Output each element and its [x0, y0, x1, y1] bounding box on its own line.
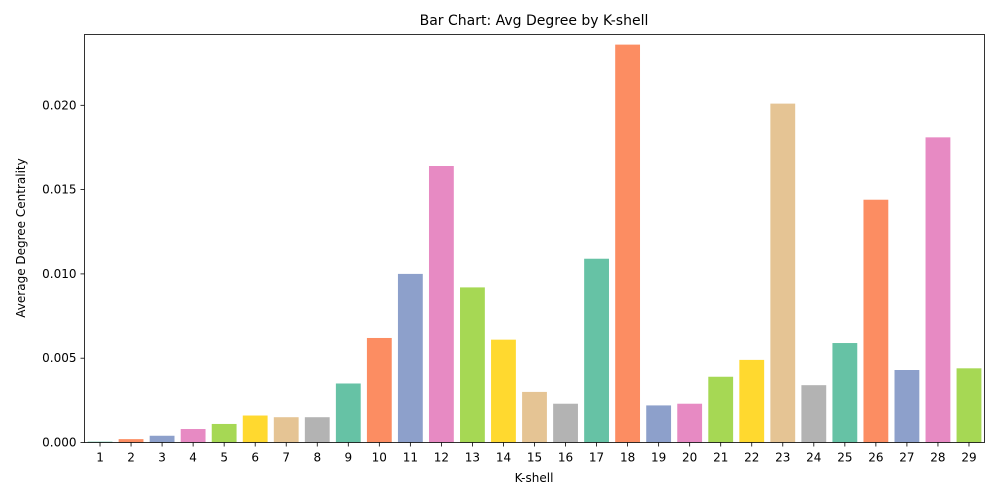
- bars-group: [87, 44, 982, 443]
- bar-24: [801, 385, 827, 443]
- x-tick-label: 15: [527, 451, 542, 465]
- x-tick-label: 12: [434, 451, 449, 465]
- x-tick-label: 20: [682, 451, 697, 465]
- bar-25: [832, 343, 858, 443]
- x-tick-label: 21: [713, 451, 728, 465]
- bar-28: [925, 137, 951, 443]
- x-tick-label: 19: [651, 451, 666, 465]
- x-tick-label: 24: [806, 451, 821, 465]
- bar-13: [460, 287, 485, 443]
- bar-20: [677, 403, 703, 443]
- bar-4: [180, 429, 206, 443]
- x-tick-label: 18: [620, 451, 635, 465]
- x-tick-label: 7: [282, 451, 290, 465]
- x-tick-label: 29: [961, 451, 976, 465]
- x-axis-ticks: 1 2 3 4 5 6 7 8 9 10 11 12 13 14 15 16 17 18 19 20 21 22 23 24 2…: [96, 442, 977, 465]
- bar-9: [335, 383, 361, 443]
- chart-title: Bar Chart: Avg Degree by K-shell: [420, 13, 649, 29]
- y-tick-label: 0.000: [42, 436, 76, 450]
- y-tick-label: 0.005: [42, 351, 76, 365]
- bar-3: [149, 435, 175, 443]
- bar-22: [739, 359, 765, 443]
- y-tick-label: 0.015: [42, 183, 76, 197]
- x-axis-label: K-shell: [515, 471, 554, 485]
- bar-17: [584, 258, 609, 443]
- x-tick-label: 6: [251, 451, 259, 465]
- x-tick-label: 22: [744, 451, 759, 465]
- bar-23: [770, 103, 796, 443]
- plot-frame: [84, 34, 985, 443]
- x-tick-label: 16: [558, 451, 573, 465]
- bar-11: [397, 273, 423, 443]
- y-tick-label: 0.010: [42, 267, 76, 281]
- y-axis-label: Average Degree Centrality: [14, 158, 28, 317]
- bar-8: [304, 417, 330, 443]
- x-tick-label: 2: [127, 451, 135, 465]
- bar-15: [522, 391, 547, 443]
- x-tick-label: 14: [496, 451, 511, 465]
- bar-5: [211, 423, 237, 443]
- bar-27: [894, 370, 920, 443]
- y-tick-label: 0.020: [42, 98, 76, 112]
- x-tick-label: 8: [313, 451, 321, 465]
- x-tick-label: 28: [930, 451, 945, 465]
- bar-7: [273, 417, 299, 443]
- x-tick-label: 1: [96, 451, 104, 465]
- y-axis-ticks: 0.000 0.005 0.010 0.015 0.020: [42, 98, 85, 450]
- x-tick-label: 9: [344, 451, 352, 465]
- bar-2: [118, 439, 144, 443]
- x-tick-label: 3: [158, 451, 166, 465]
- bar-26: [863, 199, 889, 443]
- x-tick-label: 11: [403, 451, 418, 465]
- x-tick-label: 13: [465, 451, 480, 465]
- bar-16: [553, 403, 578, 443]
- x-tick-label: 27: [899, 451, 914, 465]
- bar-29: [956, 368, 982, 443]
- bar-10: [366, 337, 392, 443]
- bar-14: [491, 339, 516, 443]
- bar-19: [646, 405, 672, 443]
- x-tick-label: 10: [372, 451, 387, 465]
- bar-1: [87, 441, 113, 443]
- bar-21: [708, 376, 734, 443]
- x-tick-label: 25: [837, 451, 852, 465]
- bar-12: [428, 166, 454, 443]
- bar-6: [242, 415, 268, 443]
- x-tick-label: 17: [589, 451, 604, 465]
- x-tick-label: 26: [868, 451, 883, 465]
- bar-18: [615, 44, 641, 443]
- x-tick-label: 5: [220, 451, 228, 465]
- x-tick-label: 23: [775, 451, 790, 465]
- x-tick-label: 4: [189, 451, 197, 465]
